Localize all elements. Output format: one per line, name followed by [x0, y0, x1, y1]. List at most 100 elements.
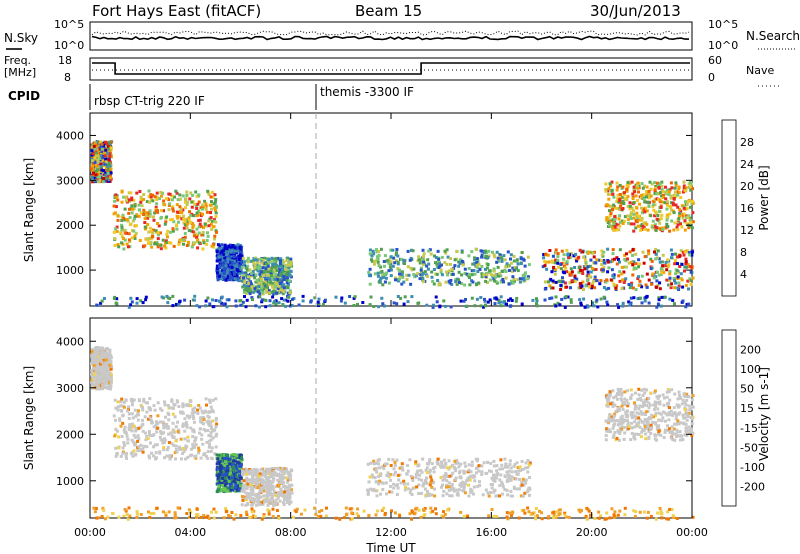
heatmap-cell [288, 289, 292, 293]
heatmap-cell [286, 257, 290, 261]
heatmap-cell [493, 273, 497, 277]
heatmap-cell [183, 437, 187, 441]
heatmap-cell [113, 434, 117, 438]
date-label: 30/Jun/2013 [590, 2, 681, 20]
heatmap-cell [688, 277, 692, 281]
heatmap-cell [225, 463, 229, 467]
heatmap-cell [219, 261, 222, 265]
heatmap-cell [229, 268, 233, 271]
heatmap-cell [512, 259, 516, 263]
heatmap-cell [628, 286, 632, 290]
heatmap-cell [662, 195, 665, 199]
heatmap-cell [484, 304, 487, 308]
heatmap-cell [561, 276, 564, 280]
heatmap-cell [339, 299, 343, 303]
heatmap-cell [278, 286, 282, 290]
heatmap-cell [125, 218, 129, 221]
heatmap-cell [411, 249, 415, 253]
heatmap-cell [499, 304, 503, 308]
heatmap-cell [239, 464, 243, 467]
heatmap-cell [163, 437, 167, 441]
heatmap-cell [103, 356, 107, 360]
heatmap-cell [143, 221, 147, 224]
heatmap-cell [223, 476, 227, 480]
heatmap-cell [501, 467, 505, 471]
heatmap-cell [605, 300, 609, 304]
heatmap-cell [685, 249, 689, 253]
heatmap-cell [202, 226, 205, 230]
heatmap-cell [258, 257, 262, 261]
heatmap-cell [195, 214, 199, 218]
heatmap-cell [629, 211, 633, 215]
heatmap-cell [190, 200, 194, 204]
heatmap-cell [410, 295, 414, 299]
heatmap-cell [685, 222, 689, 226]
heatmap-cell [669, 286, 673, 290]
colorbar-tick-label: 24 [740, 158, 754, 171]
noise-search-line [91, 30, 690, 36]
heatmap-cell [90, 354, 94, 357]
heatmap-cell [159, 247, 163, 251]
heatmap-cell [98, 346, 102, 350]
heatmap-cell [109, 367, 113, 371]
heatmap-cell [245, 472, 249, 476]
heatmap-cell [137, 445, 141, 449]
heatmap-cell [141, 450, 145, 454]
heatmap-cell [455, 282, 459, 286]
heatmap-cell [142, 397, 146, 401]
heatmap-cell [485, 255, 488, 258]
heatmap-cell [252, 473, 256, 477]
heatmap-cell [568, 281, 572, 285]
heatmap-cell [617, 305, 621, 309]
heatmap-cell [684, 305, 688, 309]
heatmap-cell [387, 258, 391, 262]
heatmap-cell [176, 198, 180, 201]
heatmap-cell [240, 495, 244, 498]
heatmap-cell [688, 185, 692, 188]
heatmap-cell [367, 271, 371, 274]
heatmap-cell [230, 260, 234, 264]
heatmap-cell [691, 199, 695, 203]
heatmap-cell [234, 251, 238, 255]
heatmap-cell [409, 256, 413, 260]
heatmap-cell [621, 278, 625, 282]
heatmap-cell [470, 296, 474, 300]
heatmap-cell [457, 270, 461, 274]
heatmap-cell [264, 270, 268, 274]
heatmap-cell [611, 274, 615, 278]
heatmap-cell [227, 265, 231, 269]
heatmap-cell [130, 196, 134, 200]
heatmap-cell [379, 265, 383, 269]
heatmap-cell [209, 424, 213, 428]
heatmap-cell [582, 297, 586, 301]
heatmap-cell [676, 270, 679, 274]
heatmap-cell [463, 271, 467, 275]
heatmap-cell [148, 406, 152, 410]
heatmap-cell [280, 490, 284, 494]
heatmap-cell [287, 470, 291, 474]
heatmap-cell [232, 459, 235, 463]
heatmap-cell [211, 225, 215, 229]
heatmap-cell [193, 241, 196, 245]
noise-right-label: N.Search [746, 29, 800, 43]
heatmap-cell [278, 268, 282, 272]
heatmap-cell [284, 272, 288, 276]
heatmap-cell [381, 302, 385, 306]
heatmap-cell [373, 262, 376, 266]
heatmap-cell [645, 295, 648, 299]
heatmap-cell [209, 222, 213, 226]
heatmap-cell [100, 360, 104, 364]
heatmap-cell [211, 195, 215, 199]
heatmap-cell [105, 356, 109, 360]
heatmap-cell [95, 346, 99, 350]
heatmap-cell [199, 456, 203, 460]
heatmap-cell [659, 228, 663, 231]
heatmap-cell [130, 236, 134, 240]
heatmap-cell [290, 483, 294, 487]
heatmap-cell [220, 459, 224, 463]
heatmap-cell [484, 267, 487, 271]
heatmap-cell [514, 299, 518, 303]
heatmap-cell [577, 255, 581, 259]
heatmap-cell [634, 262, 638, 266]
heatmap-cell [427, 262, 431, 266]
